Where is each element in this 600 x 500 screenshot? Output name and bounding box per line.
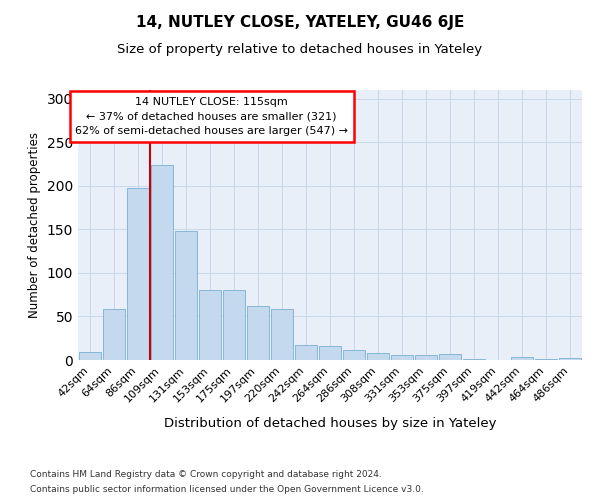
Bar <box>319 346 341 360</box>
Y-axis label: Number of detached properties: Number of detached properties <box>28 132 41 318</box>
Text: Contains HM Land Registry data © Crown copyright and database right 2024.: Contains HM Land Registry data © Crown c… <box>30 470 382 479</box>
Bar <box>127 188 149 360</box>
Bar <box>103 310 125 360</box>
Bar <box>199 290 221 360</box>
Text: Size of property relative to detached houses in Yateley: Size of property relative to detached ho… <box>118 42 482 56</box>
Bar <box>511 358 533 360</box>
Bar <box>343 350 365 360</box>
Text: Distribution of detached houses by size in Yateley: Distribution of detached houses by size … <box>164 418 496 430</box>
Bar <box>439 354 461 360</box>
Bar <box>535 359 557 360</box>
Bar <box>559 358 581 360</box>
Bar <box>247 306 269 360</box>
Bar <box>151 165 173 360</box>
Bar <box>367 353 389 360</box>
Bar <box>415 355 437 360</box>
Bar <box>79 352 101 360</box>
Text: 14, NUTLEY CLOSE, YATELEY, GU46 6JE: 14, NUTLEY CLOSE, YATELEY, GU46 6JE <box>136 15 464 30</box>
Bar <box>295 345 317 360</box>
Bar <box>391 355 413 360</box>
Bar <box>223 290 245 360</box>
Bar <box>175 231 197 360</box>
Bar <box>271 310 293 360</box>
Text: Contains public sector information licensed under the Open Government Licence v3: Contains public sector information licen… <box>30 485 424 494</box>
Bar <box>463 359 485 360</box>
Text: 14 NUTLEY CLOSE: 115sqm
← 37% of detached houses are smaller (321)
62% of semi-d: 14 NUTLEY CLOSE: 115sqm ← 37% of detache… <box>75 97 348 136</box>
